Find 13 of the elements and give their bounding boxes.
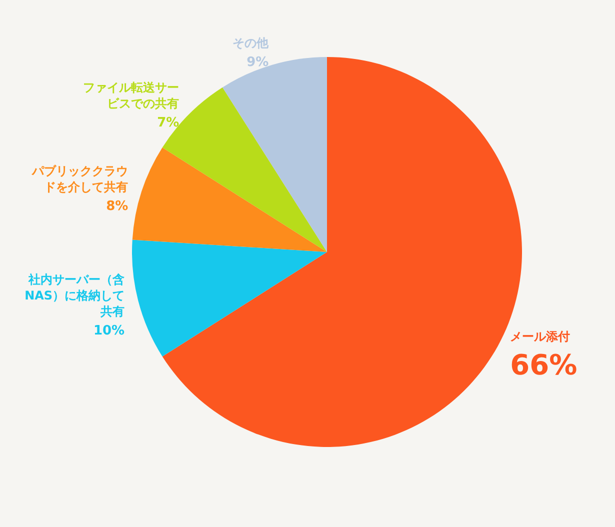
pie-slice: [132, 240, 327, 356]
data-label: 7%: [157, 116, 180, 131]
slice-label: メール添付: [510, 330, 570, 344]
pie-slice: [132, 148, 327, 252]
data-label: 9%: [246, 54, 269, 70]
slice-label: ファイル転送サービスでの共有: [83, 80, 180, 111]
data-label: 10%: [93, 323, 125, 338]
data-label: 66%: [510, 348, 578, 382]
slice-label: パブリッククラウドを介して共有: [31, 164, 128, 194]
slice-label: 社内サーバー（含NAS）に格納して共有: [24, 272, 125, 318]
slice-label: その他: [232, 36, 270, 50]
data-label: 8%: [106, 198, 128, 214]
pie-slice: [222, 57, 327, 252]
